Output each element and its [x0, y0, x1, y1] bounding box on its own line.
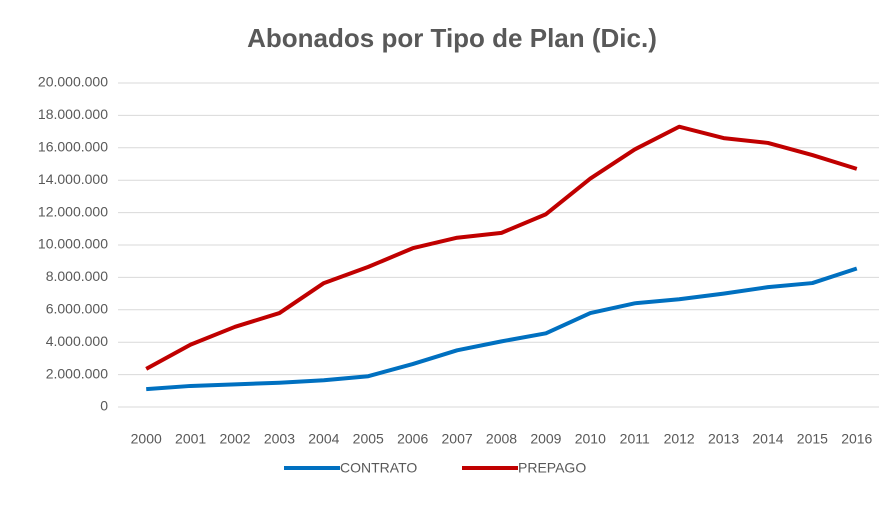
x-tick-label: 2014: [752, 431, 783, 447]
y-tick-label: 12.000.000: [38, 203, 108, 219]
x-tick-label: 2004: [308, 431, 339, 447]
x-tick-label: 2008: [486, 431, 517, 447]
x-tick-label: 2009: [530, 431, 561, 447]
x-tick-label: 2010: [575, 431, 606, 447]
x-tick-label: 2003: [264, 431, 295, 447]
x-tick-label: 2013: [708, 431, 739, 447]
series-line: [146, 266, 858, 392]
y-tick-label: 0: [100, 398, 108, 414]
x-tick-label: 2005: [353, 431, 384, 447]
legend-label: PREPAGO: [518, 460, 586, 476]
x-tick-label: 2002: [219, 431, 250, 447]
y-tick-label: 10.000.000: [38, 236, 108, 252]
y-tick-label: 8.000.000: [46, 268, 108, 284]
legend-label: CONTRATO: [340, 460, 417, 476]
y-tick-label: 2.000.000: [46, 365, 108, 381]
y-tick-label: 14.000.000: [38, 171, 108, 187]
x-tick-label: 2001: [175, 431, 206, 447]
y-tick-label: 6.000.000: [46, 301, 108, 317]
x-tick-label: 2000: [131, 431, 162, 447]
series-line: [145, 124, 858, 371]
x-tick-label: 2012: [664, 431, 695, 447]
x-tick-label: 2011: [620, 431, 650, 447]
x-tick-label: 2016: [841, 431, 872, 447]
chart-title: Abonados por Tipo de Plan (Dic.): [247, 23, 657, 53]
x-tick-label: 2015: [797, 431, 828, 447]
y-tick-label: 18.000.000: [38, 106, 108, 122]
y-tick-label: 16.000.000: [38, 139, 108, 155]
y-tick-label: 4.000.000: [46, 333, 108, 349]
x-tick-label: 2007: [442, 431, 473, 447]
y-tick-label: 20.000.000: [38, 74, 108, 90]
x-tick-label: 2006: [397, 431, 428, 447]
